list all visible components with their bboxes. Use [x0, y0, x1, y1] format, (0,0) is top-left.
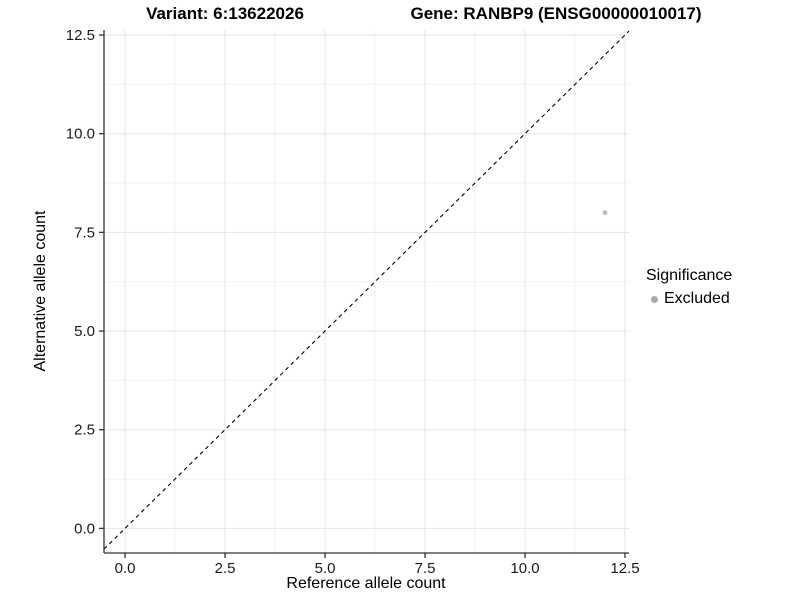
x-tick-label: 12.5 — [610, 560, 639, 577]
legend: Significance Excluded — [646, 266, 732, 309]
plot-title-variant: Variant: 6:13622026 — [146, 4, 304, 23]
y-tick-label: 5.0 — [74, 323, 95, 340]
legend-marker-dot — [651, 295, 658, 303]
y-tick-label: 7.5 — [74, 224, 95, 241]
identity-line — [103, 30, 630, 550]
legend-item-excluded: Excluded — [646, 289, 732, 309]
y-tick-label: 2.5 — [74, 422, 95, 439]
x-tick-label: 0.0 — [115, 560, 136, 577]
x-tick-label: 2.5 — [215, 560, 236, 577]
x-tick-label: 5.0 — [315, 560, 336, 577]
legend-item-label: Excluded — [664, 290, 730, 307]
x-tick-label: 10.0 — [510, 560, 539, 577]
legend-title: Significance — [646, 267, 733, 284]
plot-title-gene: Gene: RANBP9 (ENSG00000010017) — [410, 4, 702, 23]
y-tick-label: 0.0 — [74, 520, 95, 537]
y-tick-label: 10.0 — [66, 126, 95, 143]
x-tick-label: 7.5 — [415, 560, 436, 577]
data-point — [602, 210, 608, 216]
y-tick-label: 12.5 — [66, 27, 95, 44]
x-axis-title: Reference allele count — [286, 575, 446, 592]
y-axis-title: Alternative allele count — [32, 210, 49, 372]
